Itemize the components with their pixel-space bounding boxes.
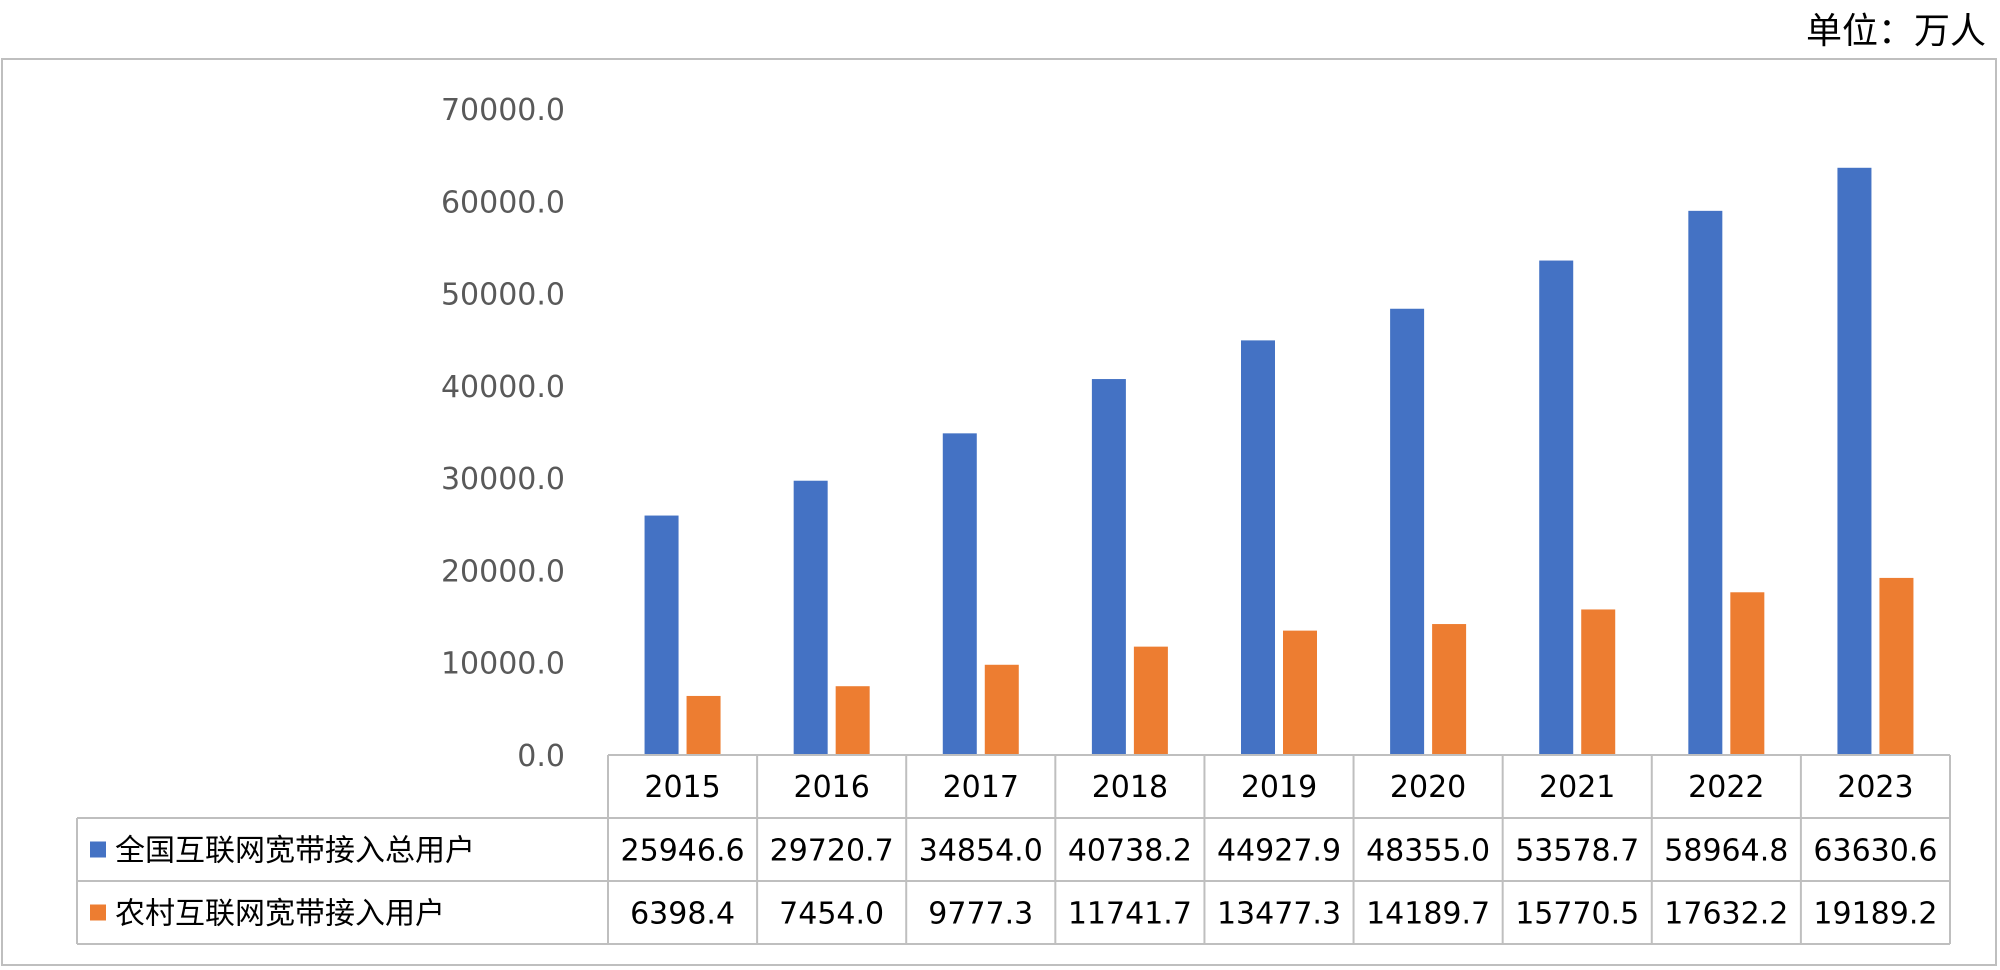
y-tick-label: 30000.0 bbox=[441, 462, 565, 497]
bar-series-2 bbox=[1432, 624, 1467, 755]
data-label: 29720.7 bbox=[770, 834, 894, 869]
unit-label: 单位：万人 bbox=[1805, 11, 1986, 52]
bar-series-2 bbox=[1283, 630, 1317, 755]
x-tick-label: 2017 bbox=[943, 770, 1019, 805]
data-label: 19189.2 bbox=[1813, 897, 1937, 932]
data-label: 7454.0 bbox=[779, 897, 884, 932]
bar-series-2 bbox=[686, 695, 721, 755]
data-label: 34854.0 bbox=[919, 834, 1043, 869]
bar-series-1 bbox=[644, 515, 679, 755]
x-tick-label: 2021 bbox=[1539, 770, 1615, 805]
bar-series-1 bbox=[1241, 340, 1275, 755]
x-tick-label: 2022 bbox=[1688, 770, 1764, 805]
y-tick-label: 60000.0 bbox=[441, 185, 565, 220]
bar-series-1 bbox=[1091, 379, 1126, 755]
chart-frame bbox=[1, 58, 1997, 966]
data-label: 40738.2 bbox=[1068, 834, 1192, 869]
y-tick-label: 50000.0 bbox=[441, 278, 565, 313]
legend-label-series-1: 全国互联网宽带接入总用户 bbox=[115, 834, 475, 869]
data-label: 9777.3 bbox=[928, 897, 1033, 932]
bar-series-1 bbox=[942, 433, 977, 755]
x-tick-label: 2016 bbox=[793, 770, 869, 805]
bar-series-2 bbox=[1581, 609, 1616, 755]
bars bbox=[644, 167, 1914, 756]
bar-series-2 bbox=[1879, 577, 1914, 755]
data-label: 63630.6 bbox=[1813, 834, 1937, 869]
x-tick-label: 2023 bbox=[1837, 770, 1913, 805]
x-tick-label: 2018 bbox=[1092, 770, 1168, 805]
bar-series-2 bbox=[1730, 592, 1765, 755]
bar-series-2 bbox=[835, 686, 870, 755]
bar-series-1 bbox=[1539, 260, 1574, 755]
bar-series-1 bbox=[1837, 167, 1872, 755]
bar-series-1 bbox=[1688, 210, 1723, 756]
bar-series-2 bbox=[1133, 646, 1168, 755]
data-label: 14189.7 bbox=[1366, 897, 1490, 932]
data-label: 13477.3 bbox=[1217, 897, 1341, 932]
y-tick-label: 70000.0 bbox=[441, 93, 565, 128]
data-label: 6398.4 bbox=[630, 897, 735, 932]
data-label: 48355.0 bbox=[1366, 834, 1490, 869]
bar-series-1 bbox=[1390, 308, 1425, 755]
data-label: 11741.7 bbox=[1068, 897, 1192, 932]
data-label: 25946.6 bbox=[621, 834, 745, 869]
y-tick-label: 20000.0 bbox=[441, 554, 565, 589]
data-label: 44927.9 bbox=[1217, 834, 1341, 869]
x-tick-label: 2019 bbox=[1241, 770, 1317, 805]
y-tick-label: 10000.0 bbox=[441, 647, 565, 682]
data-label: 53578.7 bbox=[1515, 834, 1639, 869]
legend-key-series-1 bbox=[90, 841, 106, 858]
bar-series-2 bbox=[984, 664, 1019, 755]
data-label: 15770.5 bbox=[1515, 897, 1639, 932]
legend-label-series-2: 农村互联网宽带接入用户 bbox=[115, 897, 445, 932]
y-axis: 0.0 10000.0 20000.0 30000.0 40000.0 50000.0 60… bbox=[441, 93, 565, 774]
data-label: 58964.8 bbox=[1664, 834, 1788, 869]
data-label: 17632.2 bbox=[1664, 897, 1788, 932]
y-tick-label: 40000.0 bbox=[441, 370, 565, 405]
x-tick-label: 2015 bbox=[644, 770, 720, 805]
x-tick-label: 2020 bbox=[1390, 770, 1466, 805]
y-tick-label: 0.0 bbox=[517, 739, 565, 774]
data-table: 2015 2016 2017 2018 2019 2020 2021 2022 2023 全国互联… bbox=[76, 754, 1951, 945]
legend-key-series-2 bbox=[90, 904, 106, 921]
bar-series-1 bbox=[793, 480, 828, 755]
